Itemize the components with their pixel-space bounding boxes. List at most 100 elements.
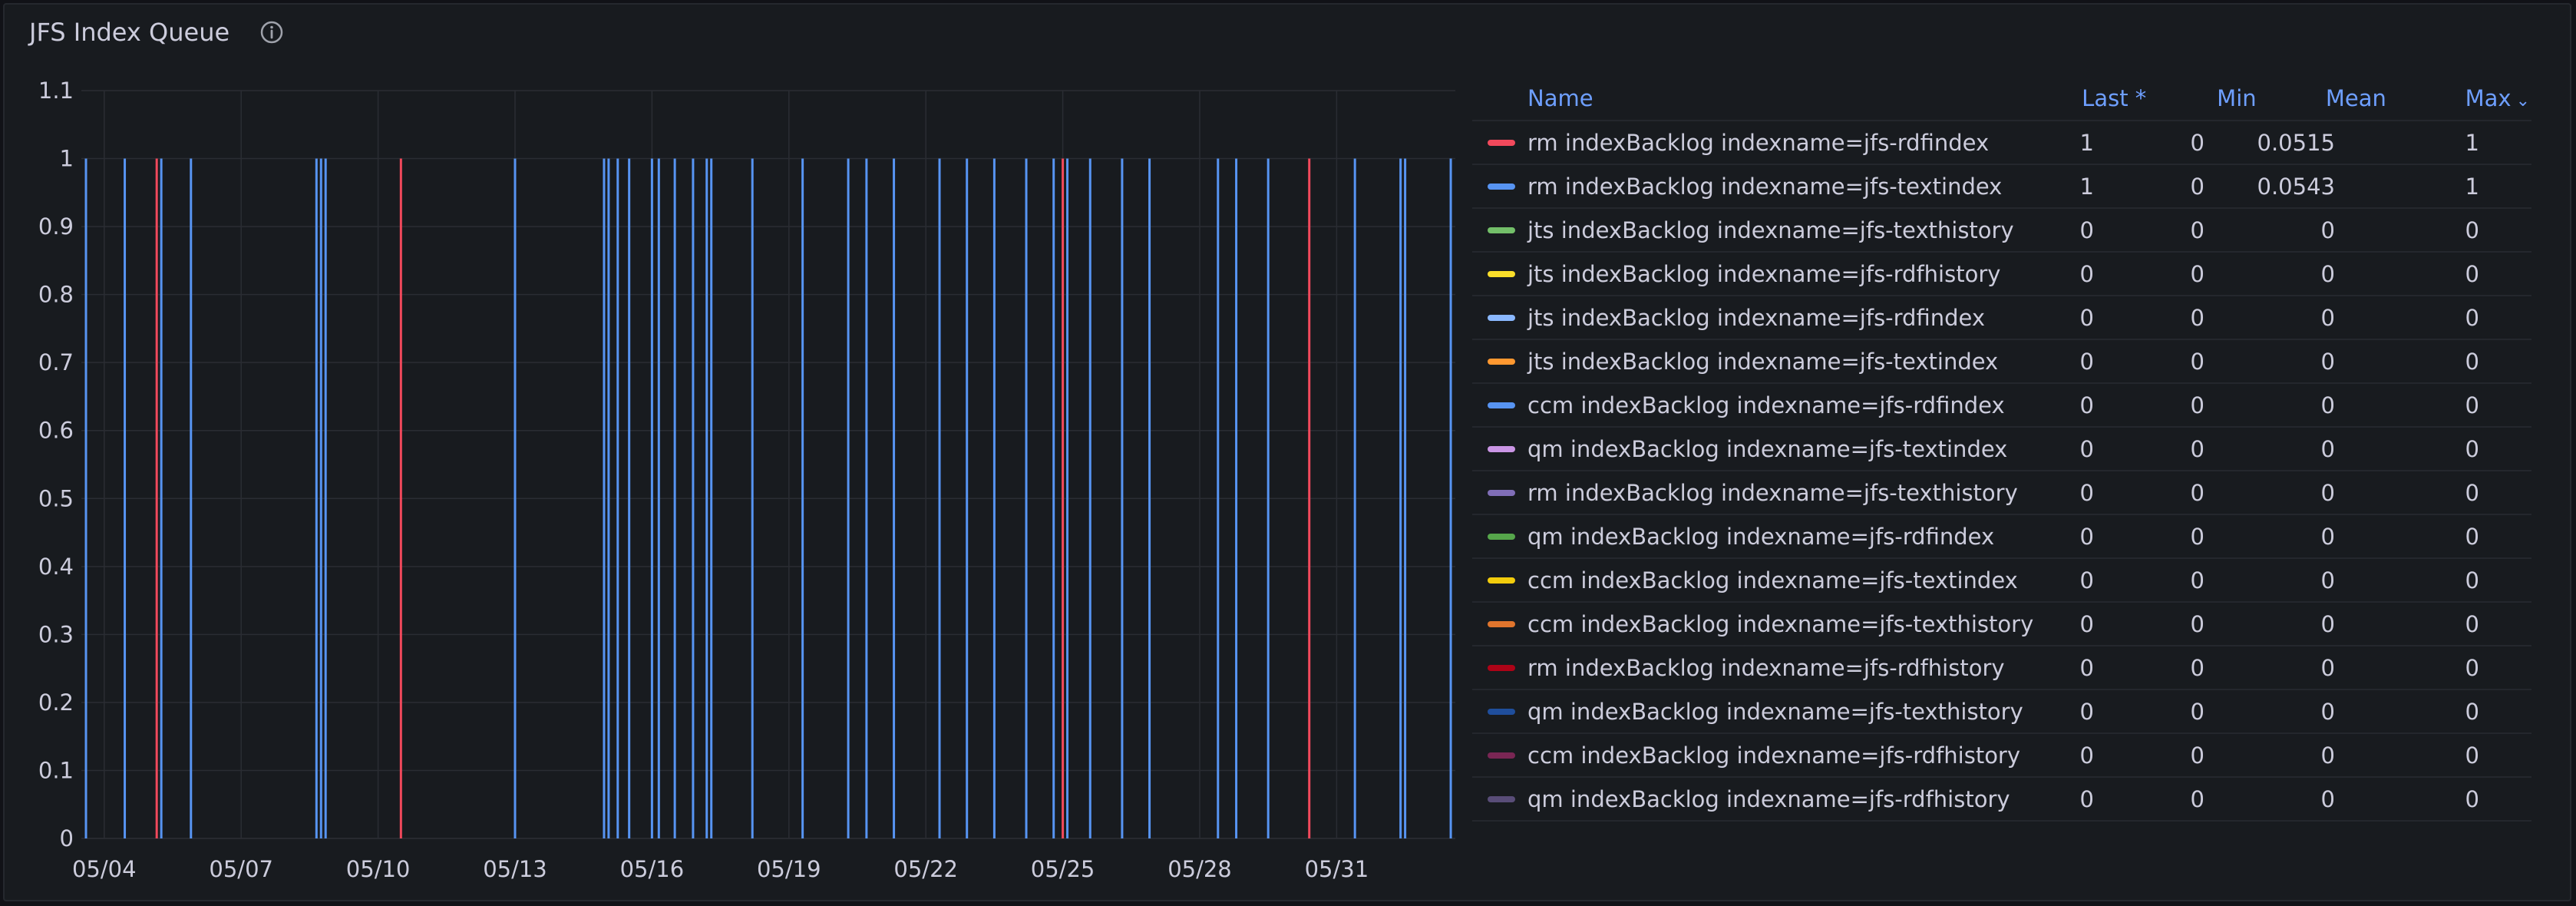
series-name[interactable]: qm indexBacklog indexname=jfs-rdfindex xyxy=(1527,523,1995,550)
x-tick-label: 05/28 xyxy=(1167,856,1232,882)
series-color-swatch xyxy=(1488,577,1515,584)
cell-last: 1 xyxy=(2079,173,2094,200)
series-color-swatch xyxy=(1488,620,1515,627)
cell-mean: 0 xyxy=(2320,217,2335,243)
cell-min: 0 xyxy=(2190,217,2204,243)
legend-series-cell: jts indexBacklog indexname=jfs-texthisto… xyxy=(1472,217,2017,243)
legend-row[interactable]: jts indexBacklog indexname=jfs-textindex… xyxy=(1472,340,2531,384)
series-name[interactable]: rm indexBacklog indexname=jfs-rdfhistory xyxy=(1527,654,2005,681)
legend-row[interactable]: ccm indexBacklog indexname=jfs-textindex… xyxy=(1472,559,2531,603)
y-tick-label: 0.3 xyxy=(38,621,74,647)
series-name[interactable]: qm indexBacklog indexname=jfs-rdfhistory xyxy=(1527,785,2010,812)
legend-row[interactable]: qm indexBacklog indexname=jfs-rdfindex 0 0… xyxy=(1472,515,2531,559)
y-tick-label: 0 xyxy=(60,825,74,851)
legend-rows: rm indexBacklog indexname=jfs-rdfindex 1 0… xyxy=(1472,121,2531,822)
series-color-swatch xyxy=(1488,139,1515,146)
series-color-swatch xyxy=(1488,183,1515,190)
cell-min: 0 xyxy=(2190,567,2204,594)
series-name[interactable]: jts indexBacklog indexname=jfs-texthisto… xyxy=(1527,217,2014,243)
cell-last: 0 xyxy=(2079,260,2094,287)
cell-last: 0 xyxy=(2079,610,2094,637)
legend-row[interactable]: rm indexBacklog indexname=jfs-rdfindex 1 0… xyxy=(1472,121,2531,165)
x-tick-label: 05/16 xyxy=(620,856,685,882)
series-name[interactable]: ccm indexBacklog indexname=jfs-textindex xyxy=(1527,567,2018,594)
y-tick-label: 0.1 xyxy=(38,757,74,783)
cell-mean: 0.0515 xyxy=(2257,129,2335,156)
legend-series-cell: jts indexBacklog indexname=jfs-rdfhistor… xyxy=(1472,261,2017,287)
cell-min: 0 xyxy=(2190,173,2204,200)
legend-row[interactable]: ccm indexBacklog indexname=jfs-rdfhistor… xyxy=(1472,734,2531,778)
cell-last: 0 xyxy=(2079,742,2094,769)
y-tick-label: 0.4 xyxy=(38,554,74,580)
panel-header: JFS Index Queue xyxy=(29,15,285,49)
legend-row[interactable]: qm indexBacklog indexname=jfs-textindex 0… xyxy=(1472,428,2531,471)
cell-min: 0 xyxy=(2190,610,2204,637)
column-header-min[interactable]: Min xyxy=(2217,85,2257,111)
legend-row[interactable]: qm indexBacklog indexname=jfs-texthistor… xyxy=(1472,690,2531,734)
cell-mean: 0 xyxy=(2320,435,2335,462)
legend-row[interactable]: ccm indexBacklog indexname=jfs-rdfindex 0… xyxy=(1472,384,2531,428)
cell-last: 0 xyxy=(2079,698,2094,725)
legend-row[interactable]: ccm indexBacklog indexname=jfs-texthisto… xyxy=(1472,603,2531,646)
cell-last: 0 xyxy=(2079,435,2094,462)
legend-row[interactable]: rm indexBacklog indexname=jfs-rdfhistory… xyxy=(1472,646,2531,690)
series-name[interactable]: ccm indexBacklog indexname=jfs-rdfhistor… xyxy=(1527,742,2021,769)
series-name[interactable]: jts indexBacklog indexname=jfs-textindex xyxy=(1527,348,1999,375)
x-tick-label: 05/22 xyxy=(893,856,958,882)
series-color-swatch xyxy=(1488,314,1515,321)
cell-max: 0 xyxy=(2465,304,2479,331)
series-name[interactable]: ccm indexBacklog indexname=jfs-rdfindex xyxy=(1527,392,2005,418)
series-name[interactable]: rm indexBacklog indexname=jfs-textindex xyxy=(1527,173,2003,200)
series-color-swatch xyxy=(1488,445,1515,452)
y-tick-label: 0.9 xyxy=(38,213,74,240)
x-tick-label: 05/13 xyxy=(483,856,547,882)
y-tick-label: 0.7 xyxy=(38,349,74,375)
legend-series-cell: qm indexBacklog indexname=jfs-rdfhistory xyxy=(1472,786,2017,812)
cell-min: 0 xyxy=(2190,392,2204,418)
cell-min: 0 xyxy=(2190,523,2204,550)
series-name[interactable]: rm indexBacklog indexname=jfs-texthistor… xyxy=(1527,479,2018,506)
cell-max: 0 xyxy=(2465,742,2479,769)
time-series-chart[interactable]: 0 0.1 0.2 0.3 0.4 0.5 0.6 0.7 0.8 0.9 1 1.1 05/04 05/… xyxy=(0,0,1458,906)
cell-max: 0 xyxy=(2465,217,2479,243)
x-tick-label: 05/04 xyxy=(72,856,137,882)
panel xyxy=(3,3,2571,901)
cell-max: 1 xyxy=(2465,129,2479,156)
legend-header: Name Last * Min Mean Max ⌄ xyxy=(1472,77,2531,121)
legend-series-cell: ccm indexBacklog indexname=jfs-rdfhistor… xyxy=(1472,742,2021,769)
cell-last: 0 xyxy=(2079,523,2094,550)
column-header-name[interactable]: Name xyxy=(1527,85,1593,111)
column-header-mean[interactable]: Mean xyxy=(2325,85,2386,111)
legend-row[interactable]: rm indexBacklog indexname=jfs-textindex 1… xyxy=(1472,165,2531,209)
cell-max: 0 xyxy=(2465,785,2479,812)
cell-mean: 0 xyxy=(2320,742,2335,769)
series-color-swatch xyxy=(1488,358,1515,365)
series-name[interactable]: rm indexBacklog indexname=jfs-rdfindex xyxy=(1527,129,1990,156)
legend-series-cell: qm indexBacklog indexname=jfs-rdfindex xyxy=(1472,524,2017,550)
series-name[interactable]: ccm indexBacklog indexname=jfs-texthisto… xyxy=(1527,610,2034,637)
cell-max: 0 xyxy=(2465,698,2479,725)
cell-mean: 0 xyxy=(2320,392,2335,418)
legend-row[interactable]: jts indexBacklog indexname=jfs-rdfindex 0… xyxy=(1472,296,2531,340)
legend-row[interactable]: rm indexBacklog indexname=jfs-texthistor… xyxy=(1472,471,2531,515)
series-color-swatch xyxy=(1488,708,1515,715)
cell-mean: 0 xyxy=(2320,654,2335,681)
y-tick-label: 0.2 xyxy=(38,689,74,716)
series-name[interactable]: jts indexBacklog indexname=jfs-rdfindex xyxy=(1527,304,1986,331)
legend-series-cell: ccm indexBacklog indexname=jfs-texthisto… xyxy=(1472,611,2033,637)
legend-row[interactable]: qm indexBacklog indexname=jfs-rdfhistory… xyxy=(1472,778,2531,822)
series-color-swatch xyxy=(1488,664,1515,671)
legend-series-cell: qm indexBacklog indexname=jfs-textindex xyxy=(1472,436,2017,462)
series-name[interactable]: qm indexBacklog indexname=jfs-texthistor… xyxy=(1527,698,2023,725)
series-name[interactable]: jts indexBacklog indexname=jfs-rdfhistor… xyxy=(1527,260,2001,287)
cell-mean: 0 xyxy=(2320,479,2335,506)
column-header-max[interactable]: Max ⌄ xyxy=(2386,85,2531,111)
cell-min: 0 xyxy=(2190,304,2204,331)
legend-row[interactable]: jts indexBacklog indexname=jfs-rdfhistor… xyxy=(1472,253,2531,296)
column-header-last[interactable]: Last * xyxy=(2082,85,2147,111)
cell-last: 0 xyxy=(2079,392,2094,418)
series-name[interactable]: qm indexBacklog indexname=jfs-textindex xyxy=(1527,435,2008,462)
info-circle-icon[interactable] xyxy=(259,19,285,45)
cell-max: 1 xyxy=(2465,173,2479,200)
legend-row[interactable]: jts indexBacklog indexname=jfs-texthisto… xyxy=(1472,209,2531,253)
